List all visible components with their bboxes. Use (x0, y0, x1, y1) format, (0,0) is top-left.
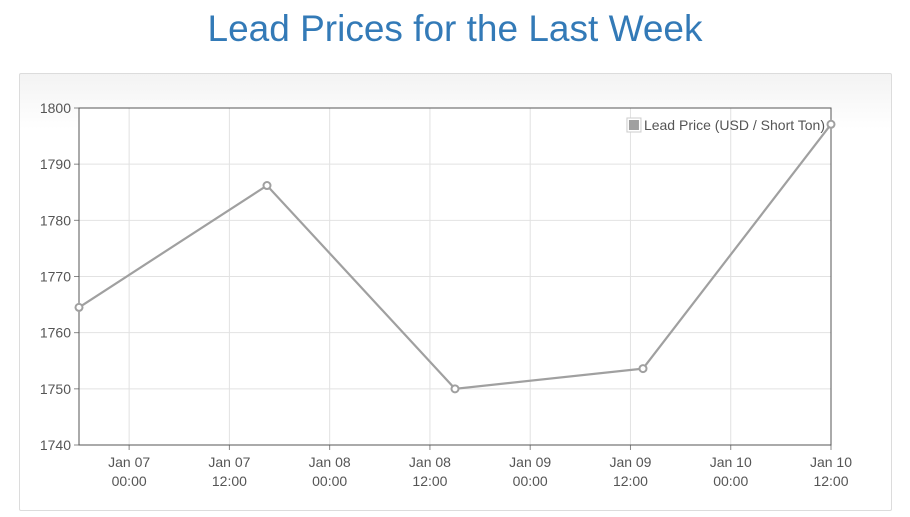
x-tick-label: Jan 09 (609, 454, 651, 470)
x-tick-label: Jan 08 (409, 454, 451, 470)
x-tick-label: Jan 07 (108, 454, 150, 470)
y-tick-label: 1800 (40, 100, 71, 116)
y-tick-label: 1760 (40, 325, 71, 341)
y-tick-label: 1780 (40, 212, 71, 228)
y-tick-label: 1750 (40, 381, 71, 397)
y-tick-label: 1740 (40, 437, 71, 453)
x-tick-label: 12:00 (412, 473, 447, 489)
data-point[interactable] (262, 181, 272, 191)
data-point[interactable] (450, 384, 460, 394)
x-tick-label: 00:00 (713, 473, 748, 489)
x-tick-label: 12:00 (212, 473, 247, 489)
x-tick-label: Jan 08 (309, 454, 351, 470)
data-point[interactable] (74, 302, 84, 312)
plot-border (78, 107, 832, 446)
line-chart: 1740 1750 1760 1770 1780 1790 1800 Jan 07 00:00 J… (40, 100, 852, 489)
x-tick-label: 12:00 (813, 473, 848, 489)
x-tick-label: 00:00 (312, 473, 347, 489)
legend-swatch (628, 120, 639, 130)
chart-panel: 1740 1750 1760 1770 1780 1790 1800 Jan 07 00:00 J… (19, 73, 892, 511)
x-tick-label: 00:00 (112, 473, 147, 489)
y-tick-label: 1790 (40, 156, 71, 172)
x-tick-label: Jan 10 (710, 454, 752, 470)
x-tick-label: Jan 10 (810, 454, 852, 470)
x-tick-label: Jan 09 (509, 454, 551, 470)
legend-label: Lead Price (USD / Short Ton) (644, 117, 825, 133)
x-tick-label: 00:00 (513, 473, 548, 489)
data-point[interactable] (826, 119, 836, 129)
y-tick-label: 1770 (40, 269, 71, 285)
x-tick-label: 12:00 (613, 473, 648, 489)
page-title: Lead Prices for the Last Week (207, 8, 703, 49)
data-point[interactable] (638, 364, 648, 374)
x-tick-label: Jan 07 (208, 454, 250, 470)
